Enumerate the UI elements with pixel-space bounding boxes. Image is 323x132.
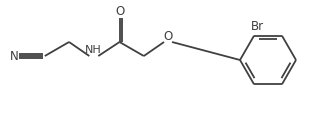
Text: O: O <box>115 5 124 18</box>
Text: Br: Br <box>250 20 264 33</box>
Text: N: N <box>10 50 18 62</box>
Text: O: O <box>163 29 173 43</box>
Text: NH: NH <box>85 45 102 55</box>
